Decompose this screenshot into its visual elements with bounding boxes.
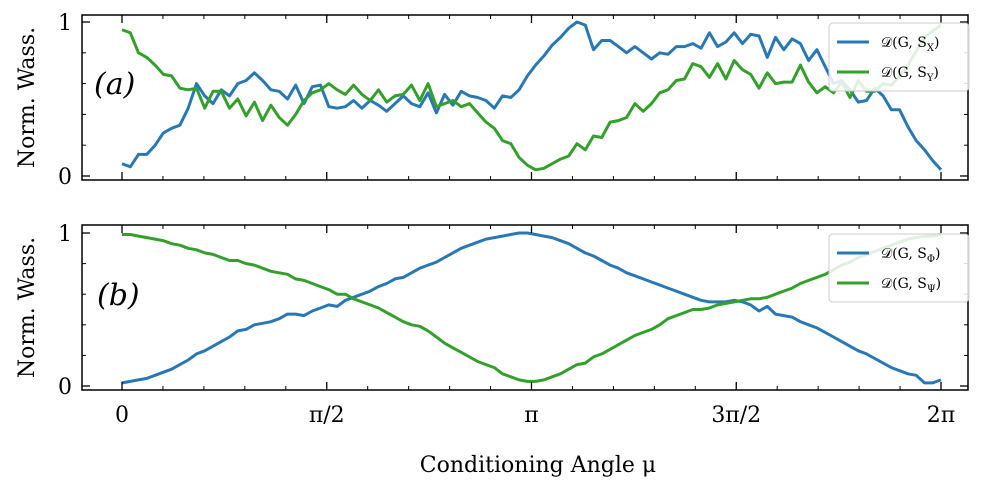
plot-frame: [81, 14, 969, 181]
legend: 𝒟(G, SΦ) 𝒟(G, SΨ): [828, 233, 970, 303]
series-line-1: [121, 231, 942, 385]
panel-label: (a): [94, 67, 135, 102]
x-tick-label: 3π/2: [711, 403, 761, 428]
legend-entry: 𝒟(G, SΦ): [881, 246, 940, 265]
x-tick-label: π/2: [309, 403, 345, 428]
legend-box: [828, 233, 970, 303]
panel-label: (b): [97, 278, 140, 313]
y-axis-title: Norm. Wass.: [15, 237, 40, 378]
x-tick-label: 0: [115, 403, 129, 428]
y-tick-label: 1: [58, 11, 72, 36]
y-axis-title: Norm. Wass.: [15, 27, 40, 168]
x-tick-label: π: [524, 403, 538, 428]
panel-a: 0 1 Norm. Wass. (a) 𝒟(G, SX) 𝒟(G, SY): [15, 11, 970, 190]
legend-entry: 𝒟(G, SX): [881, 35, 939, 54]
y-tick-label: 0: [58, 165, 72, 190]
legend-entry: 𝒟(G, SΨ): [881, 276, 941, 295]
y-tick-label: 1: [58, 222, 72, 247]
series-line-2: [121, 23, 942, 172]
series-line-1: [121, 20, 943, 171]
series-line-2: [122, 233, 942, 383]
x-axis-title: Conditioning Angle μ: [420, 453, 656, 478]
legend-box: [828, 22, 970, 92]
x-tick-label: 2π: [927, 403, 955, 428]
y-tick-label: 0: [58, 375, 72, 400]
plot-frame: [81, 224, 969, 391]
legend-entry: 𝒟(G, SY): [881, 65, 939, 84]
legend: 𝒟(G, SX) 𝒟(G, SY): [828, 22, 970, 92]
